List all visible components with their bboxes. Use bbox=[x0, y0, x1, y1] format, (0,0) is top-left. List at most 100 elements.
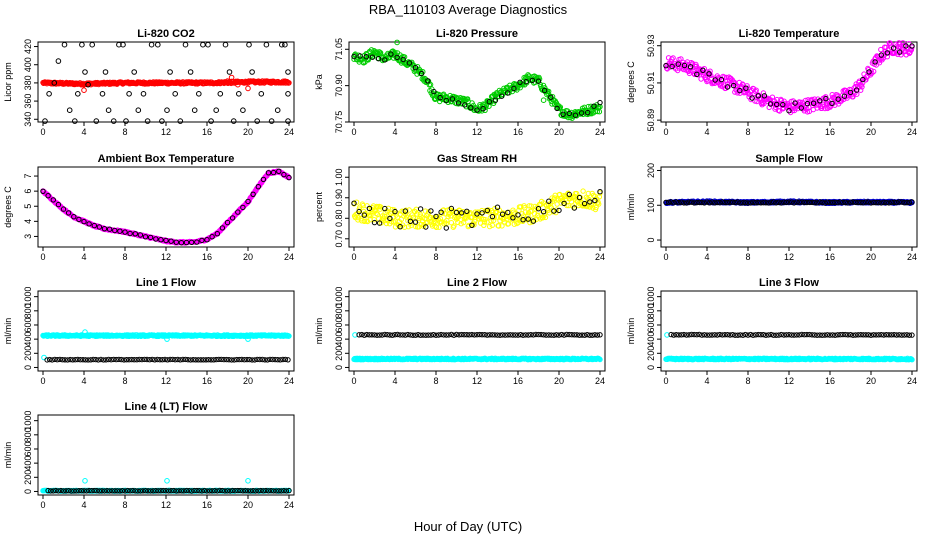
data-point bbox=[888, 199, 895, 205]
data-point bbox=[474, 332, 480, 338]
data-point bbox=[437, 94, 443, 101]
data-point bbox=[182, 356, 189, 363]
data-point bbox=[209, 234, 215, 240]
data-point bbox=[794, 199, 800, 205]
series-black bbox=[663, 199, 915, 206]
y-tick-label: 0.70 bbox=[334, 230, 344, 248]
data-point bbox=[382, 331, 388, 338]
panel-title: Line 2 Flow bbox=[447, 277, 507, 289]
data-point bbox=[90, 356, 96, 363]
data-point bbox=[193, 357, 199, 363]
data-point bbox=[481, 222, 487, 229]
x-tick-label: 0 bbox=[351, 376, 356, 386]
data-point bbox=[144, 356, 150, 363]
data-point bbox=[462, 102, 468, 108]
data-point bbox=[82, 478, 88, 484]
data-point bbox=[678, 332, 685, 338]
data-point bbox=[890, 45, 897, 51]
data-point bbox=[279, 41, 285, 48]
data-point bbox=[167, 69, 173, 75]
data-point bbox=[734, 83, 740, 89]
data-point bbox=[487, 332, 493, 338]
data-point bbox=[835, 96, 841, 102]
data-point bbox=[676, 332, 682, 338]
data-point bbox=[842, 199, 849, 206]
data-point bbox=[224, 219, 231, 226]
data-point bbox=[369, 54, 376, 60]
data-point bbox=[387, 332, 393, 338]
data-point bbox=[768, 199, 774, 206]
x-tick-label: 24 bbox=[907, 376, 917, 386]
panel-title: Li-820 CO2 bbox=[137, 28, 194, 40]
data-point bbox=[673, 332, 679, 338]
x-tick-label: 8 bbox=[122, 252, 127, 262]
data-point bbox=[719, 332, 726, 338]
data-point bbox=[893, 199, 900, 206]
y-tick-label: 1000 bbox=[23, 411, 33, 431]
data-point bbox=[886, 200, 892, 206]
data-point bbox=[379, 332, 385, 338]
data-point bbox=[60, 206, 67, 212]
data-point bbox=[433, 213, 439, 220]
data-point bbox=[388, 51, 394, 57]
data-point bbox=[204, 488, 210, 494]
data-point bbox=[51, 80, 58, 86]
x-tick-label: 4 bbox=[81, 127, 86, 137]
data-point bbox=[199, 237, 205, 244]
data-point bbox=[127, 488, 133, 494]
data-point bbox=[817, 98, 823, 104]
data-point bbox=[742, 331, 749, 338]
data-point bbox=[42, 118, 48, 124]
x-tick-label: 4 bbox=[81, 252, 86, 262]
data-point bbox=[122, 488, 128, 494]
data-point bbox=[778, 200, 784, 206]
data-point bbox=[50, 488, 56, 494]
data-point bbox=[387, 215, 393, 222]
data-point bbox=[80, 357, 86, 363]
y-tick-label: 400 bbox=[23, 456, 33, 471]
data-point bbox=[219, 225, 226, 231]
data-point bbox=[881, 332, 887, 338]
data-point bbox=[219, 487, 226, 494]
data-point bbox=[768, 331, 774, 338]
y-tick-label: 0 bbox=[646, 365, 656, 370]
data-point bbox=[750, 332, 756, 338]
data-point bbox=[489, 222, 495, 229]
data-point bbox=[48, 488, 54, 494]
data-point bbox=[147, 234, 154, 241]
data-point bbox=[499, 332, 506, 338]
data-point bbox=[374, 211, 381, 217]
data-point bbox=[718, 76, 725, 83]
data-point bbox=[228, 357, 235, 363]
data-point bbox=[272, 356, 278, 363]
data-point bbox=[832, 199, 838, 206]
data-point bbox=[458, 331, 465, 338]
y-tick-label: 1.00 bbox=[334, 168, 344, 186]
data-point bbox=[382, 205, 388, 212]
data-point bbox=[755, 93, 761, 99]
data-point bbox=[91, 487, 98, 494]
data-point bbox=[226, 69, 233, 75]
data-point bbox=[83, 488, 90, 494]
data-point bbox=[691, 200, 697, 206]
data-point bbox=[44, 357, 50, 363]
data-point bbox=[239, 356, 245, 363]
data-point bbox=[364, 56, 371, 62]
data-point bbox=[394, 331, 401, 338]
data-point bbox=[71, 488, 77, 494]
data-point bbox=[448, 205, 455, 212]
data-point bbox=[244, 356, 250, 363]
data-point bbox=[474, 107, 480, 113]
y-tick-label: 5 bbox=[23, 204, 33, 209]
data-point bbox=[543, 332, 549, 338]
data-point bbox=[714, 199, 720, 206]
data-point bbox=[123, 357, 130, 363]
data-point bbox=[735, 199, 741, 205]
data-point bbox=[688, 199, 695, 205]
